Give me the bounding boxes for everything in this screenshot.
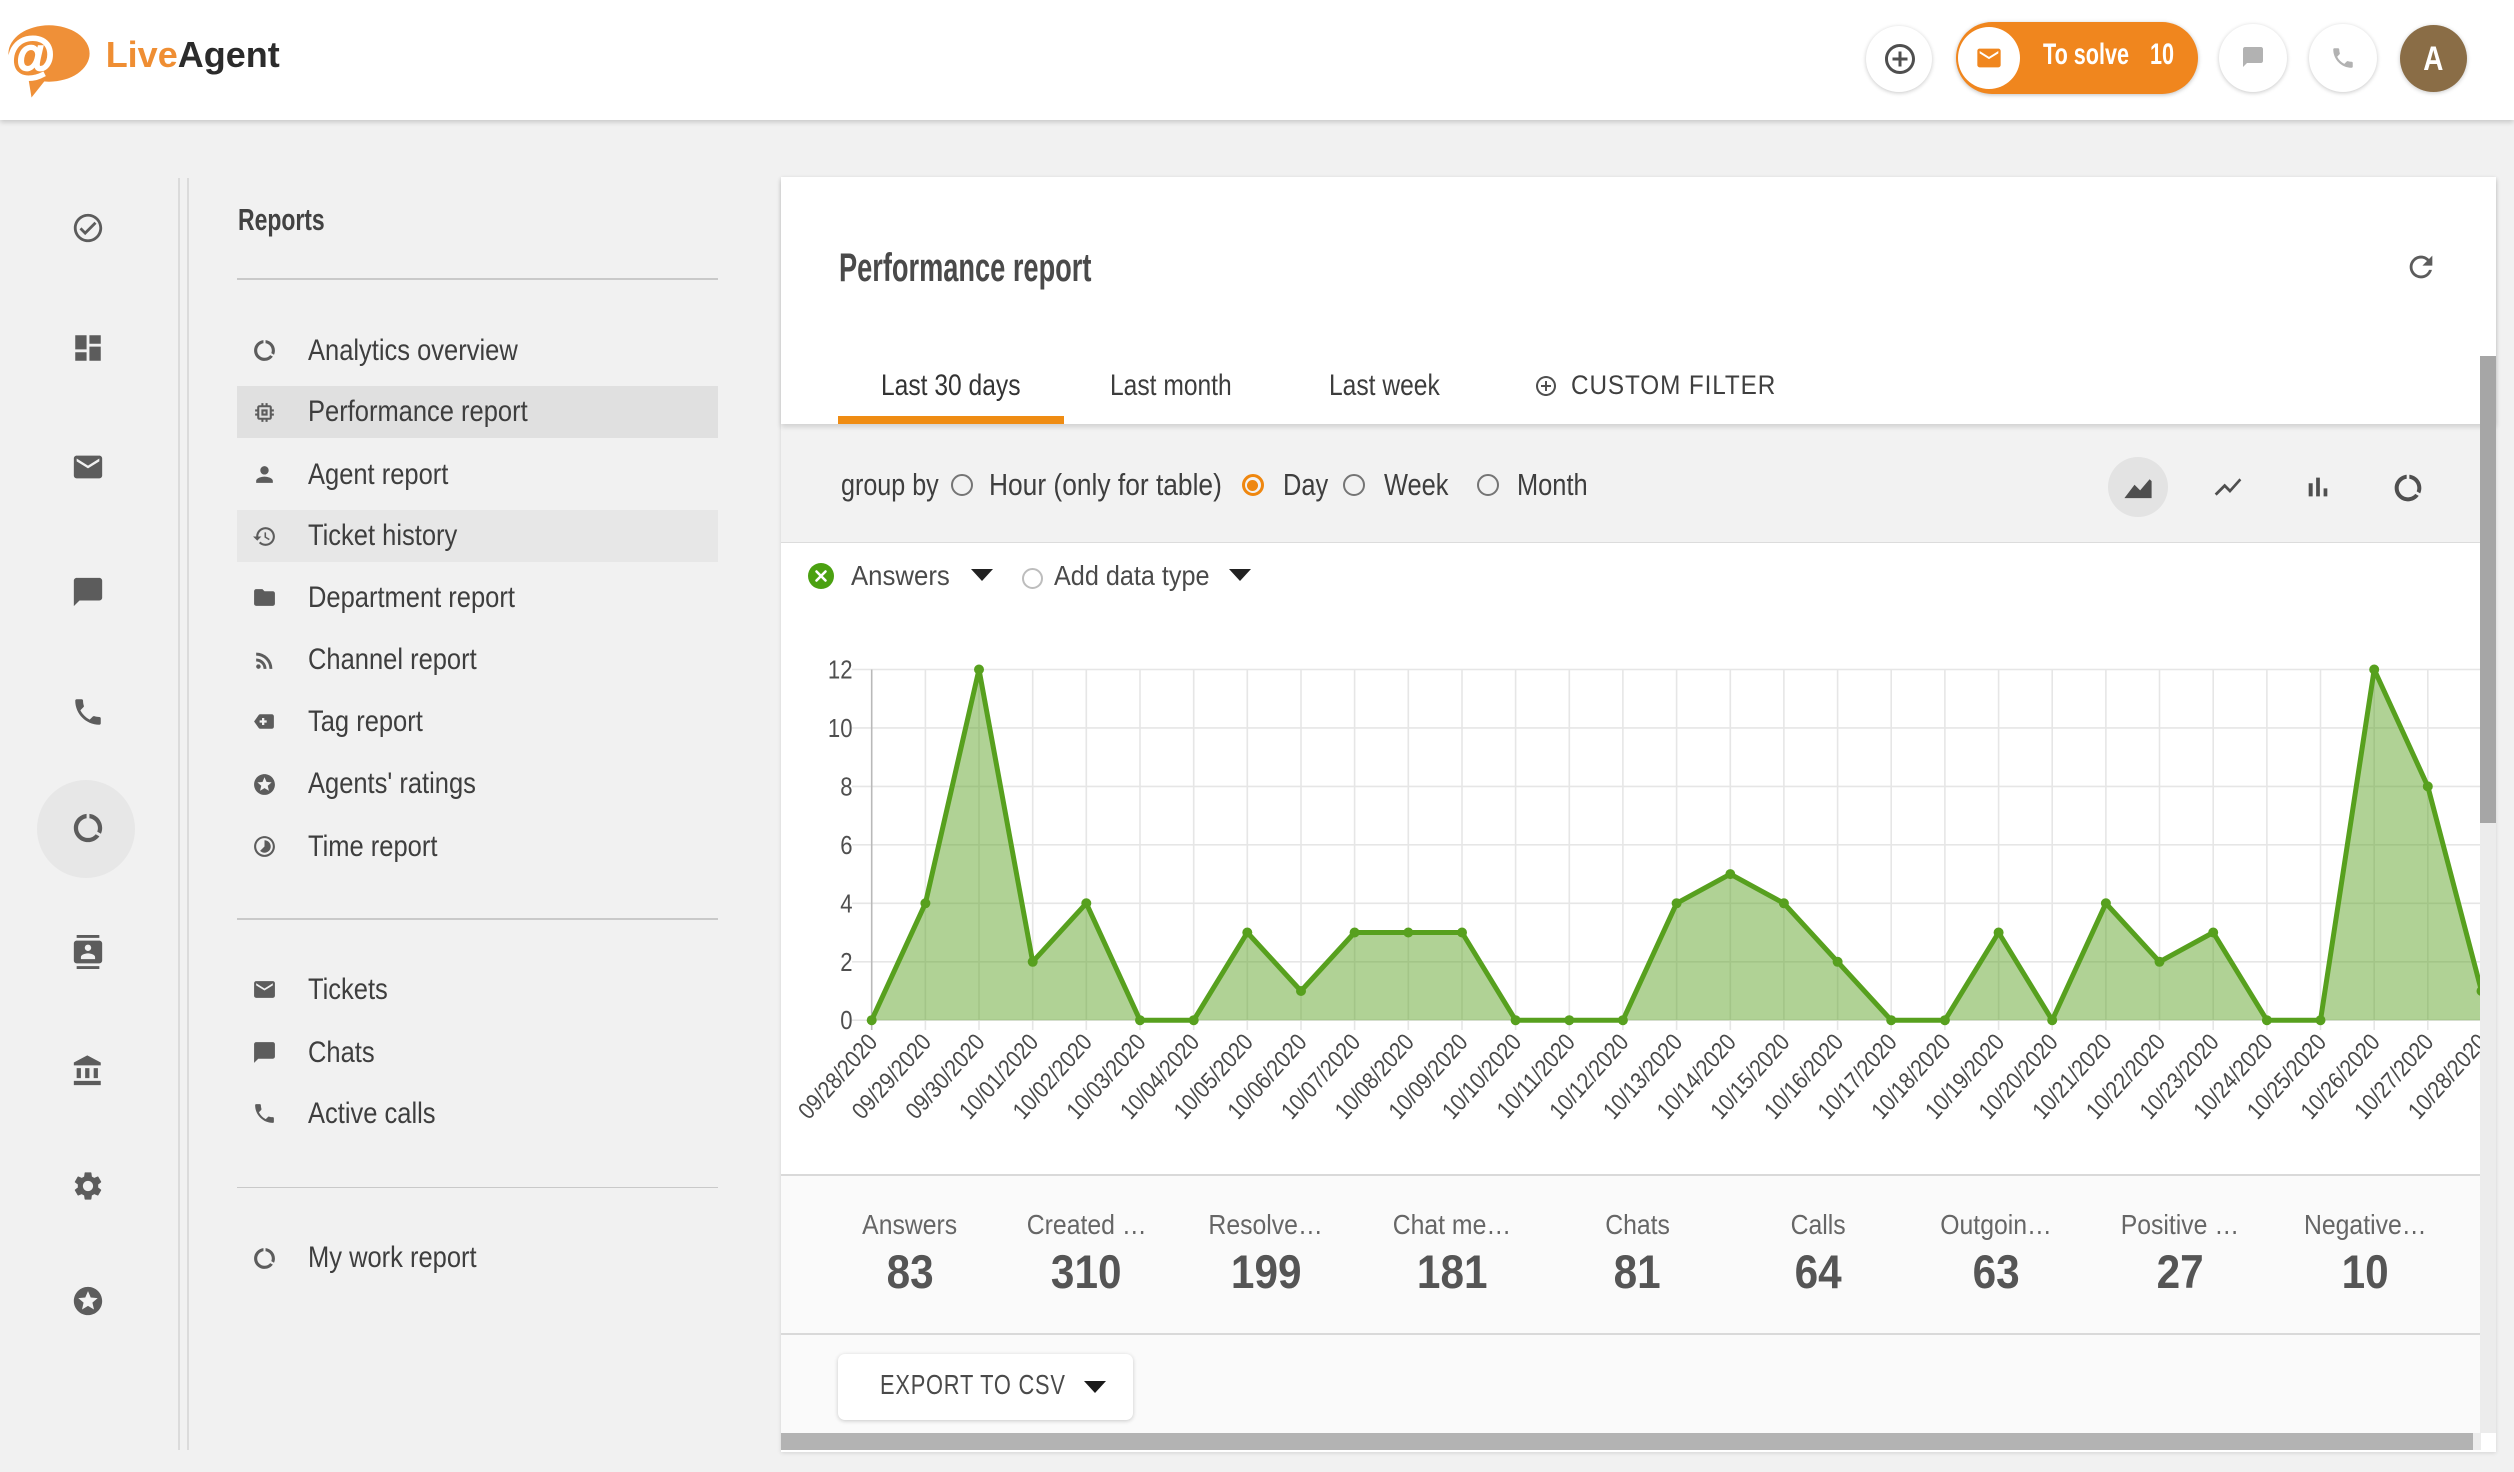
- svg-text:2: 2: [840, 948, 852, 977]
- svg-text:6: 6: [840, 831, 852, 860]
- svg-text:4: 4: [840, 890, 852, 919]
- svg-text:0: 0: [840, 1007, 852, 1036]
- svg-text:12: 12: [828, 656, 853, 685]
- svg-text:8: 8: [840, 773, 852, 802]
- svg-text:10: 10: [828, 714, 853, 743]
- svg-text:@: @: [6, 27, 55, 83]
